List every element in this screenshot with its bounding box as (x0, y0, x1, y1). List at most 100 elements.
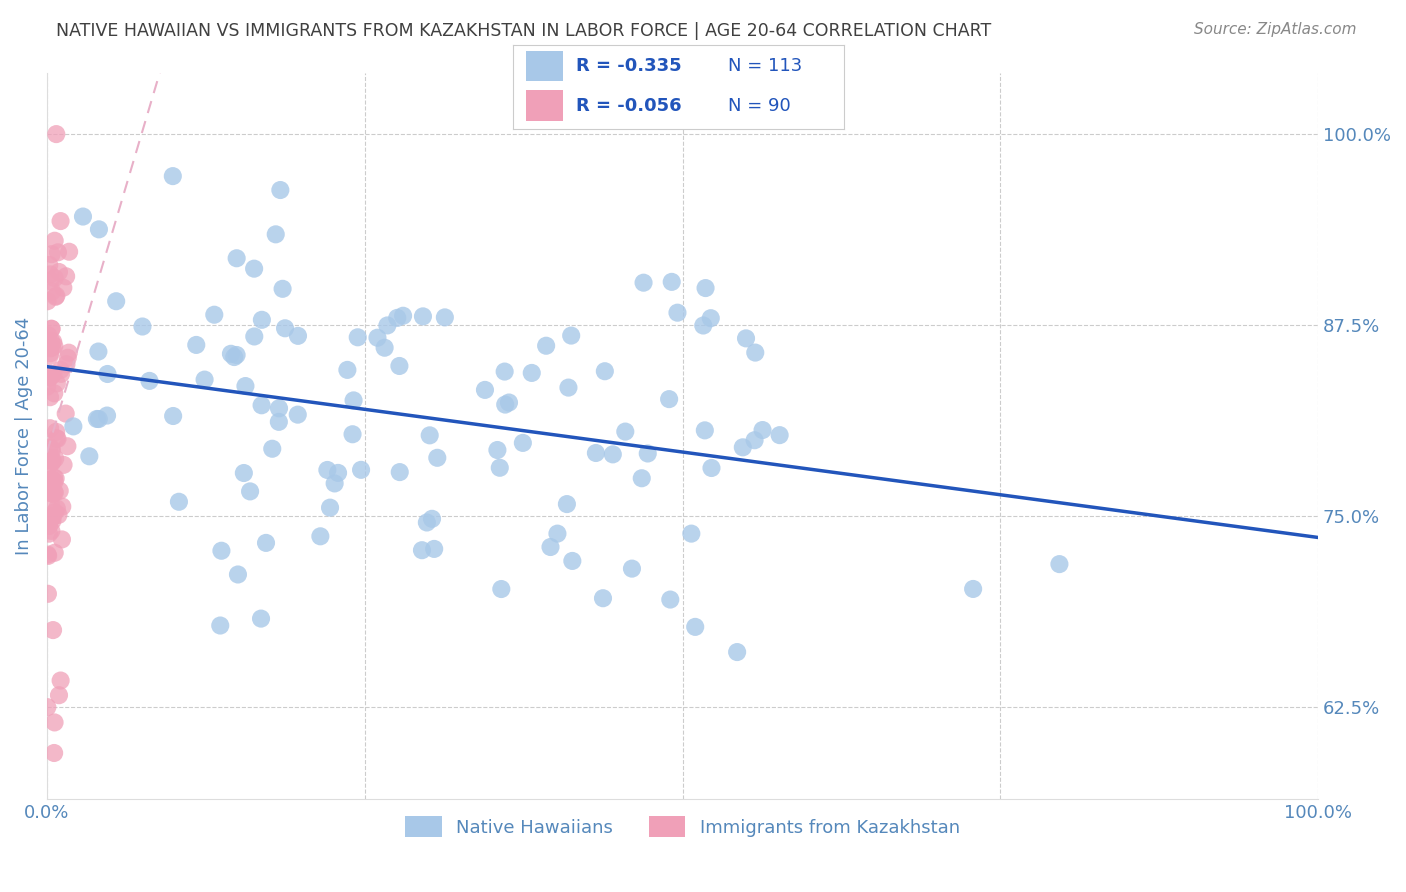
Point (488, 460, 510, 475)
FancyBboxPatch shape (526, 51, 562, 81)
Point (243, 261, 266, 276)
Point (316, 463, 339, 477)
Point (41, 524, 63, 538)
Point (55, 407, 77, 421)
Point (735, 331, 758, 345)
Point (58, 345, 80, 359)
Point (271, 282, 294, 296)
Point (336, 363, 359, 377)
Point (224, 350, 246, 364)
Point (131, 319, 153, 334)
Point (250, 398, 273, 412)
Point (202, 308, 225, 322)
Point (51, 533, 73, 547)
Point (37, 548, 59, 562)
Point (614, 425, 637, 439)
Point (225, 348, 247, 362)
Point (512, 436, 534, 450)
Point (44, 234, 66, 248)
Point (48, 265, 70, 279)
Point (72, 210, 94, 224)
Point (162, 169, 184, 183)
Point (39, 497, 62, 511)
Point (226, 567, 249, 582)
Point (41, 285, 63, 299)
Point (39, 370, 62, 384)
Point (388, 465, 411, 479)
Point (700, 461, 723, 475)
Point (38, 519, 60, 533)
Point (420, 512, 443, 526)
Point (419, 428, 441, 442)
Point (42, 334, 65, 349)
Point (494, 398, 516, 412)
Point (45, 376, 67, 391)
Point (49, 363, 72, 377)
Point (731, 440, 754, 454)
Point (267, 415, 290, 429)
Point (44, 485, 66, 500)
Point (79, 450, 101, 464)
Point (658, 392, 681, 406)
Point (1047, 557, 1070, 571)
Point (41, 443, 63, 458)
Point (637, 446, 659, 460)
Point (267, 401, 290, 416)
Point (769, 428, 792, 442)
Point (56, 439, 79, 453)
Point (498, 395, 520, 409)
Text: Source: ZipAtlas.com: Source: ZipAtlas.com (1194, 22, 1357, 37)
Point (55, 357, 77, 371)
Point (39, 511, 62, 525)
Point (41, 442, 63, 456)
Point (585, 446, 607, 460)
Point (350, 463, 373, 477)
Text: R = -0.335: R = -0.335 (576, 57, 682, 75)
Point (692, 318, 714, 333)
Point (209, 618, 232, 632)
Point (87, 344, 110, 359)
Point (41, 487, 63, 501)
Point (162, 409, 184, 423)
Point (38, 451, 60, 466)
Point (725, 645, 748, 659)
Point (250, 313, 273, 327)
Point (41, 453, 63, 467)
Point (37, 328, 59, 343)
Point (593, 364, 616, 378)
Point (105, 294, 128, 309)
Point (44, 451, 66, 466)
Point (41, 509, 63, 524)
Point (38, 441, 60, 455)
Point (235, 379, 257, 393)
Point (37, 587, 59, 601)
Point (250, 611, 273, 625)
Point (683, 620, 706, 634)
Point (38, 526, 60, 541)
Point (194, 373, 217, 387)
Point (411, 543, 433, 558)
Point (319, 500, 342, 515)
Point (659, 592, 682, 607)
Point (41, 368, 63, 383)
Point (41, 472, 63, 486)
Point (377, 318, 399, 333)
Point (491, 582, 513, 596)
Point (35, 473, 58, 487)
Point (96, 367, 118, 381)
Point (41, 486, 63, 500)
Point (262, 442, 284, 456)
Point (44, 386, 66, 401)
Point (630, 471, 652, 485)
Point (39, 476, 62, 491)
Point (264, 227, 287, 242)
Point (366, 331, 388, 345)
FancyBboxPatch shape (526, 90, 562, 120)
Point (48, 688, 70, 702)
Point (555, 497, 578, 511)
Point (693, 423, 716, 437)
Point (274, 321, 297, 335)
Point (219, 347, 242, 361)
Text: R = -0.056: R = -0.056 (576, 96, 682, 114)
Point (42, 470, 65, 484)
